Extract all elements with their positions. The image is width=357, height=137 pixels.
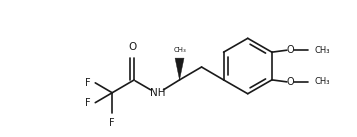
Polygon shape — [175, 58, 184, 80]
Text: F: F — [85, 98, 90, 108]
Text: F: F — [109, 119, 115, 129]
Text: F: F — [85, 78, 90, 88]
Text: CH₃: CH₃ — [173, 47, 186, 53]
Text: O: O — [128, 42, 136, 52]
Text: CH₃: CH₃ — [315, 77, 330, 86]
Text: CH₃: CH₃ — [315, 46, 330, 55]
Text: NH: NH — [150, 88, 165, 98]
Text: O: O — [286, 45, 293, 55]
Text: O: O — [286, 77, 293, 87]
